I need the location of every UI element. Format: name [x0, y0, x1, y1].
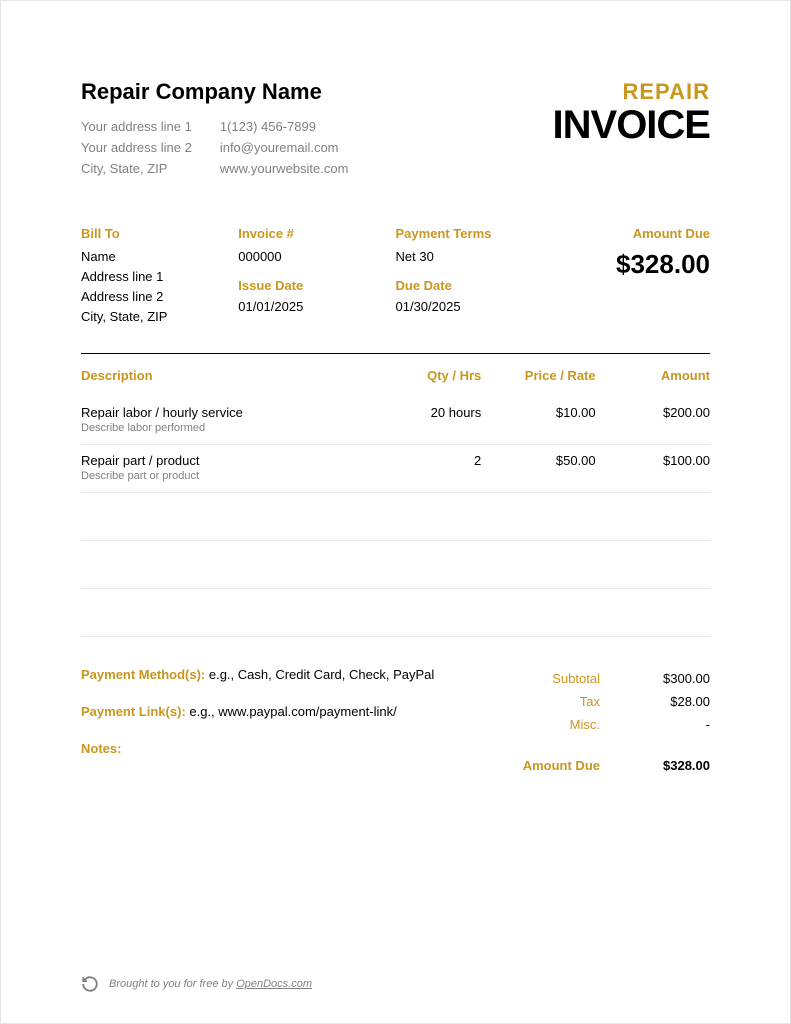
title-block: REPAIR INVOICE [553, 79, 710, 176]
footer-link[interactable]: OpenDocs.com [236, 978, 312, 990]
bill-to-heading: Bill To [81, 226, 238, 241]
amount-due-value: $328.00 [553, 249, 710, 280]
issue-date: 01/01/2025 [238, 299, 395, 314]
item-row: Repair part / product Describe part or pr… [81, 445, 710, 493]
invoice-num-col: Invoice # 000000 Issue Date 01/01/2025 [238, 226, 395, 329]
empty-row [81, 493, 710, 541]
company-name: Repair Company Name [81, 79, 348, 105]
payment-terms: Net 30 [396, 249, 553, 264]
invoice-header: Repair Company Name Your address line 1 … [81, 79, 710, 176]
company-phone: 1(123) 456-7899 [220, 119, 349, 134]
repair-label: REPAIR [553, 79, 710, 105]
item-amount: $100.00 [596, 453, 710, 482]
item-subtitle: Describe part or product [81, 470, 367, 482]
item-row: Repair labor / hourly service Describe la… [81, 397, 710, 445]
payment-link-value: e.g., www.paypal.com/payment-link/ [186, 704, 397, 719]
total-amount-due-value: $328.00 [630, 758, 710, 773]
item-qty: 20 hours [367, 405, 481, 434]
total-amount-due-label: Amount Due [437, 758, 630, 773]
invoice-num-heading: Invoice # [238, 226, 395, 241]
bill-to-col: Bill To Name Address line 1 Address line… [81, 226, 238, 329]
item-title: Repair labor / hourly service [81, 405, 367, 420]
misc-row: Misc. - [437, 713, 710, 736]
item-qty: 2 [367, 453, 481, 482]
misc-label: Misc. [437, 717, 630, 732]
payment-link-label: Payment Link(s): [81, 704, 186, 719]
subtotal-row: Subtotal $300.00 [437, 667, 710, 690]
terms-col: Payment Terms Net 30 Due Date 01/30/2025 [396, 226, 553, 329]
payment-method-value: e.g., Cash, Credit Card, Check, PayPal [205, 667, 434, 682]
bill-to-address-1: Address line 1 [81, 269, 238, 284]
company-block: Repair Company Name Your address line 1 … [81, 79, 348, 176]
bill-to-name: Name [81, 249, 238, 264]
due-date: 01/30/2025 [396, 299, 553, 314]
payment-info: Payment Method(s): e.g., Cash, Credit Ca… [81, 667, 437, 777]
empty-row [81, 541, 710, 589]
header-amount: Amount [596, 368, 710, 383]
invoice-label: INVOICE [553, 105, 710, 145]
invoice-num: 000000 [238, 249, 395, 264]
company-address-2: Your address line 2 [81, 140, 192, 155]
due-date-heading: Due Date [396, 278, 553, 293]
misc-value: - [630, 717, 710, 732]
company-city-state-zip: City, State, ZIP [81, 161, 192, 176]
bottom-section: Payment Method(s): e.g., Cash, Credit Ca… [81, 667, 710, 777]
tax-value: $28.00 [630, 694, 710, 709]
amount-due-row: Amount Due $328.00 [437, 754, 710, 777]
subtotal-value: $300.00 [630, 671, 710, 686]
refresh-icon [81, 975, 99, 993]
empty-row [81, 589, 710, 637]
company-contact-col: 1(123) 456-7899 info@youremail.com www.y… [220, 119, 349, 176]
header-qty: Qty / Hrs [367, 368, 481, 383]
items-body: Repair labor / hourly service Describe la… [81, 397, 710, 637]
subtotal-label: Subtotal [437, 671, 630, 686]
item-desc: Repair part / product Describe part or pr… [81, 453, 367, 482]
footer-text: Brought to you for free by OpenDocs.com [109, 978, 312, 990]
item-price: $50.00 [481, 453, 595, 482]
item-price: $10.00 [481, 405, 595, 434]
bill-to-city-state-zip: City, State, ZIP [81, 309, 238, 324]
company-address-1: Your address line 1 [81, 119, 192, 134]
payment-method-label: Payment Method(s): [81, 667, 205, 682]
payment-method-row: Payment Method(s): e.g., Cash, Credit Ca… [81, 667, 437, 682]
company-email: info@youremail.com [220, 140, 349, 155]
footer: Brought to you for free by OpenDocs.com [81, 975, 312, 993]
issue-date-heading: Issue Date [238, 278, 395, 293]
items-header: Description Qty / Hrs Price / Rate Amoun… [81, 353, 710, 397]
header-price: Price / Rate [481, 368, 595, 383]
item-subtitle: Describe labor performed [81, 422, 367, 434]
payment-link-row: Payment Link(s): e.g., www.paypal.com/pa… [81, 704, 437, 719]
payment-terms-heading: Payment Terms [396, 226, 553, 241]
tax-row: Tax $28.00 [437, 690, 710, 713]
company-website: www.yourwebsite.com [220, 161, 349, 176]
company-info: Your address line 1 Your address line 2 … [81, 119, 348, 176]
item-desc: Repair labor / hourly service Describe la… [81, 405, 367, 434]
header-description: Description [81, 368, 367, 383]
amount-due-col: Amount Due $328.00 [553, 226, 710, 329]
tax-label: Tax [437, 694, 630, 709]
amount-due-heading: Amount Due [553, 226, 710, 241]
company-address-col: Your address line 1 Your address line 2 … [81, 119, 192, 176]
meta-row: Bill To Name Address line 1 Address line… [81, 226, 710, 329]
totals-block: Subtotal $300.00 Tax $28.00 Misc. - Amou… [437, 667, 710, 777]
notes-label: Notes: [81, 741, 437, 756]
item-amount: $200.00 [596, 405, 710, 434]
item-title: Repair part / product [81, 453, 367, 468]
bill-to-address-2: Address line 2 [81, 289, 238, 304]
